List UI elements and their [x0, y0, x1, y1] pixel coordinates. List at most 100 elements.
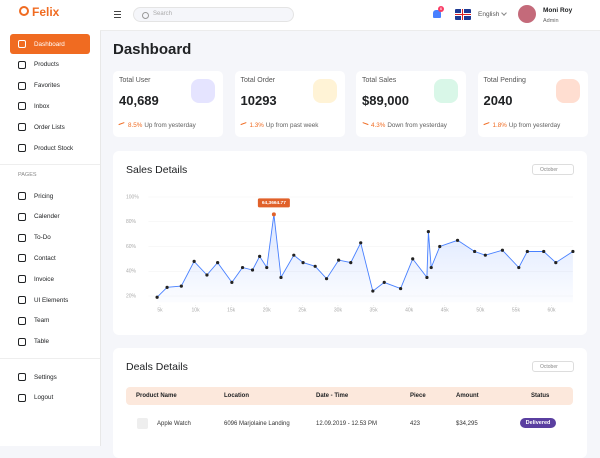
- point[interactable]: [301, 260, 305, 265]
- y-tick-label: 80%: [126, 219, 137, 225]
- avatar[interactable]: [518, 5, 536, 23]
- divider: [0, 164, 100, 165]
- stat-label: Total Sales: [362, 77, 397, 84]
- stat-note: Up from yesterday: [508, 122, 561, 129]
- point[interactable]: [371, 289, 375, 293]
- nav-item[interactable]: To-Do: [10, 228, 90, 248]
- nav-item[interactable]: Inbox: [10, 96, 90, 116]
- point[interactable]: [258, 254, 262, 259]
- point[interactable]: [429, 265, 433, 270]
- y-tick-label: 20%: [126, 293, 137, 299]
- tooltip: 64,3664.77: [262, 200, 286, 206]
- notification-bell[interactable]: [433, 10, 441, 18]
- table-header: [126, 387, 573, 405]
- point[interactable]: [455, 238, 460, 242]
- nav-item[interactable]: Table: [10, 332, 90, 352]
- nav-item[interactable]: Settings: [10, 367, 90, 387]
- chevron: [501, 10, 507, 16]
- point[interactable]: [216, 260, 220, 265]
- menu-toggle[interactable]: [114, 11, 121, 18]
- stat-value: $89,000: [362, 93, 409, 108]
- nav-item[interactable]: Contact: [10, 248, 90, 268]
- point[interactable]: [240, 265, 245, 270]
- nav-label: Pricing: [34, 192, 54, 200]
- nav-label: Calender: [34, 213, 60, 221]
- point[interactable]: [250, 268, 255, 272]
- point[interactable]: [313, 264, 317, 268]
- nav-label: Inbox: [34, 102, 50, 110]
- stat-icon: [312, 79, 337, 103]
- search-box[interactable]: Search: [133, 7, 294, 22]
- nav-label: Settings: [34, 373, 57, 381]
- nav-item[interactable]: Team: [10, 311, 90, 331]
- nav-icon: [18, 81, 26, 90]
- nav-label: UI Elements: [34, 296, 69, 304]
- point[interactable]: [324, 277, 329, 281]
- stat-trend: 1.8% Up from yesterday: [482, 122, 561, 129]
- point[interactable]: [542, 249, 546, 254]
- stat-icon: [555, 79, 580, 103]
- point[interactable]: [192, 259, 196, 263]
- point[interactable]: [426, 230, 430, 234]
- stat-label: Total User: [119, 77, 151, 84]
- y-tick-label: 100%: [126, 194, 139, 200]
- point[interactable]: [517, 265, 521, 270]
- divider: [0, 358, 100, 359]
- x-tick-label: 45k: [441, 307, 450, 313]
- nav-item[interactable]: Calender: [10, 207, 90, 227]
- month-filter[interactable]: October: [532, 164, 574, 175]
- x-tick-label: 5k: [157, 307, 163, 313]
- point[interactable]: [205, 273, 209, 277]
- trend-icon: [482, 122, 491, 128]
- point[interactable]: [425, 275, 429, 280]
- point[interactable]: [165, 285, 169, 289]
- deals-panel: Deals Details October Product Name Locati…: [113, 348, 587, 458]
- nav-icon: [18, 337, 26, 346]
- point[interactable]: [359, 241, 363, 245]
- nav-item[interactable]: Dashboard: [10, 34, 90, 54]
- nav-item[interactable]: Products: [10, 55, 90, 75]
- point[interactable]: [179, 284, 183, 288]
- x-tick-label: 60k: [548, 307, 557, 313]
- point[interactable]: [483, 253, 487, 257]
- point[interactable]: [438, 244, 442, 249]
- language[interactable]: English: [478, 11, 500, 18]
- point[interactable]: [230, 280, 234, 284]
- point[interactable]: [155, 295, 159, 299]
- x-tick-label: 10k: [192, 307, 201, 313]
- nav-icon: [18, 123, 26, 132]
- nav-item[interactable]: UI Elements: [10, 290, 90, 310]
- x-tick-label: 20k: [263, 307, 272, 313]
- point[interactable]: [500, 248, 505, 252]
- point[interactable]: [571, 249, 575, 254]
- notification-badge: 6: [438, 6, 444, 12]
- nav-item[interactable]: Pricing: [10, 186, 90, 206]
- nav-item[interactable]: Invoice: [10, 269, 90, 289]
- nav-item[interactable]: Order Lists: [10, 117, 90, 137]
- point[interactable]: [265, 265, 269, 270]
- logo-icon: [19, 6, 29, 16]
- point[interactable]: [525, 249, 529, 254]
- stat-change: 1.8%: [492, 122, 507, 129]
- point[interactable]: [411, 257, 415, 261]
- point[interactable]: [292, 253, 296, 257]
- point[interactable]: [473, 249, 477, 254]
- nav-item[interactable]: Logout: [10, 388, 90, 408]
- brand[interactable]: Felix: [32, 5, 60, 19]
- stat-trend: 8.5% Up from yesterday: [118, 122, 196, 129]
- stat-trend: 4.3% Down from yesterday: [361, 122, 447, 129]
- point[interactable]: [349, 260, 353, 265]
- sales-chart: 20% 40% 60% 80% 100% 5k 10k 15k 20k 25k 30k 35k 40k 4…: [126, 194, 575, 313]
- point[interactable]: [279, 275, 283, 280]
- nav-item[interactable]: Product Stock: [10, 138, 90, 158]
- point[interactable]: [382, 280, 386, 284]
- sales-panel: Sales Details October 20% 40% 60% 80% 100% 5k…: [113, 151, 587, 335]
- point[interactable]: [554, 260, 558, 265]
- point[interactable]: [399, 286, 403, 291]
- nav-item[interactable]: Favorites: [10, 76, 90, 96]
- point[interactable]: [337, 258, 341, 262]
- nav-label: To-Do: [34, 234, 51, 242]
- month-filter[interactable]: October: [532, 361, 574, 372]
- nav-label: Favorites: [34, 82, 60, 90]
- tooltip-box: [257, 198, 290, 208]
